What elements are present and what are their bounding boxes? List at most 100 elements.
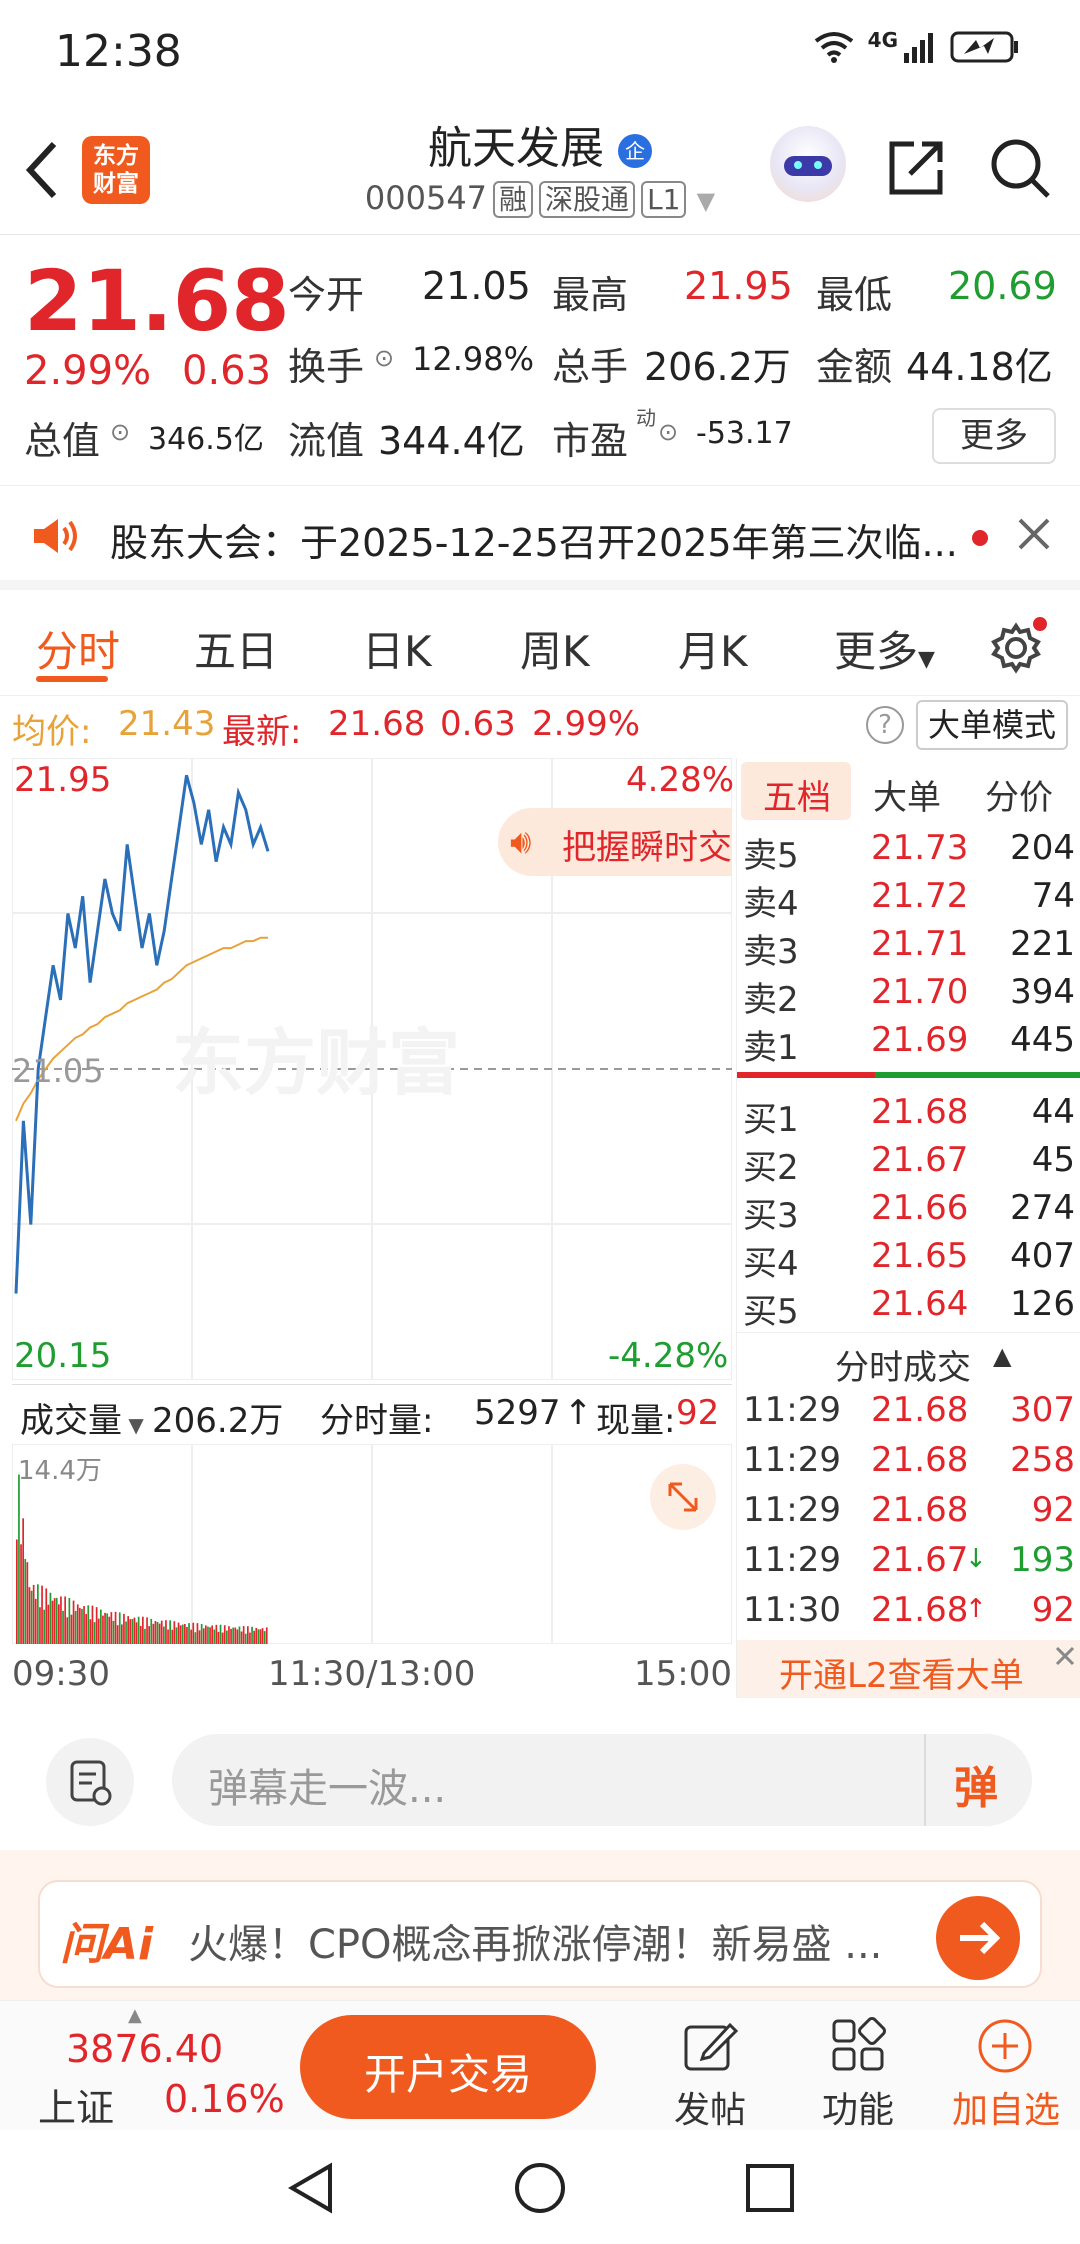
volume-dropdown[interactable]: 成交量 ▼ xyxy=(20,1401,144,1441)
nav-home-icon[interactable] xyxy=(512,2160,568,2216)
volume-bar xyxy=(202,1628,205,1644)
price-line xyxy=(14,774,270,1294)
status-bar: 12:38 4G xyxy=(0,0,1080,100)
tab-weekly-k[interactable]: 周K xyxy=(520,627,590,676)
chevron-down-icon[interactable]: ▼ xyxy=(696,187,716,215)
tick-volume: 258 xyxy=(1010,1440,1075,1480)
caret-up-icon[interactable]: ▲ xyxy=(993,1342,1012,1370)
volume-bar xyxy=(116,1625,119,1644)
tab-daily-k[interactable]: 日K xyxy=(362,627,432,676)
volume-bar xyxy=(41,1585,43,1644)
search-icon[interactable] xyxy=(988,136,1052,200)
latest-change: 0.63 xyxy=(440,704,516,744)
volume-bar xyxy=(160,1620,163,1644)
sell-ratio-bar xyxy=(737,1072,875,1078)
clock: 12:38 xyxy=(55,26,182,77)
post-button[interactable]: 发帖 xyxy=(660,2011,760,2131)
danmu-send-label: 弹 xyxy=(954,1763,998,1814)
post-label: 发帖 xyxy=(674,2090,747,2131)
up-arrow-icon: ↑ xyxy=(564,1393,593,1433)
volume-bar xyxy=(181,1624,184,1644)
wifi-icon xyxy=(814,32,853,63)
notice-bar[interactable]: 股东大会：于2025-12-25召开2025年第三次临... xyxy=(0,486,1080,590)
nav-back-icon[interactable] xyxy=(284,2160,340,2216)
volume-bar xyxy=(58,1604,60,1644)
danmu-input[interactable]: 弹幕走一波... 弹 xyxy=(172,1734,1032,1826)
danmu-send-button[interactable]: 弹 xyxy=(924,1734,1032,1826)
volume-chart[interactable]: 14.4万 xyxy=(11,1443,733,1645)
volume-bar xyxy=(129,1619,132,1644)
sell-price: 21.69 xyxy=(871,1020,969,1060)
volume-bar xyxy=(186,1627,188,1644)
help-icon[interactable]: ? xyxy=(866,706,904,744)
sell-volume: 74 xyxy=(1031,876,1075,916)
close-icon[interactable] xyxy=(1016,516,1052,552)
l2-promo-bar[interactable]: 开通L2查看大单 xyxy=(737,1640,1080,1698)
tab-big-orders[interactable]: 大单 xyxy=(873,778,941,818)
buy-price: 21.66 xyxy=(871,1188,969,1228)
volume-bar xyxy=(18,1474,20,1644)
arrow-right-icon[interactable] xyxy=(936,1896,1020,1980)
sell-price: 21.73 xyxy=(871,828,969,868)
promo-pill[interactable]: 🔊︎ 把握瞬时交 xyxy=(498,808,732,876)
volume-bar xyxy=(221,1632,224,1644)
settings-gear-icon[interactable] xyxy=(988,616,1048,676)
volume-bar xyxy=(200,1624,203,1644)
index-value[interactable]: 3876.40 xyxy=(66,2027,224,2071)
comment-list-icon[interactable] xyxy=(46,1738,134,1826)
volume-bar xyxy=(247,1626,249,1644)
amount-value: 44.18亿 xyxy=(906,345,1053,389)
latest-label: 最新: xyxy=(222,712,302,752)
volume-max-label: 14.4万 xyxy=(18,1456,102,1486)
back-icon[interactable] xyxy=(22,138,62,202)
tab-monthly-k[interactable]: 月K xyxy=(678,627,748,676)
buy-level-label: 买5 xyxy=(743,1292,799,1332)
tab-more[interactable]: 更多▼ xyxy=(834,627,935,676)
volume-bar xyxy=(72,1600,75,1644)
volume-chart-svg xyxy=(11,1443,733,1645)
buy-row: 买1 21.68 44 xyxy=(743,1092,1079,1140)
more-quote-button[interactable]: 更多 xyxy=(932,408,1056,464)
tick-volume: 92 xyxy=(1031,1590,1075,1630)
tab-level5[interactable]: 五档 xyxy=(763,778,831,818)
add-watchlist-button[interactable]: 加自选 xyxy=(944,2011,1074,2131)
close-icon[interactable] xyxy=(1053,1644,1077,1668)
functions-button[interactable]: 功能 xyxy=(808,2011,908,2131)
expand-icon[interactable] xyxy=(650,1464,716,1530)
info-dots-icon[interactable]: ⊙ xyxy=(374,344,395,372)
info-dots-icon[interactable]: ⊙ xyxy=(658,418,679,446)
share-icon[interactable] xyxy=(886,136,948,198)
mktcap-value: 346.5亿 xyxy=(148,422,264,457)
volume-bar xyxy=(251,1626,253,1644)
y-top-label: 21.95 xyxy=(14,760,112,800)
volume-bar xyxy=(70,1614,73,1644)
volume-label: 总手 xyxy=(552,345,629,389)
volume-bar xyxy=(22,1518,24,1644)
robot-avatar-icon[interactable] xyxy=(770,126,846,202)
ticks-title[interactable]: 分时成交 xyxy=(835,1348,971,1388)
y-bot-label: 20.15 xyxy=(14,1336,112,1376)
system-nav-bar xyxy=(0,2130,1080,2244)
volume-value: 206.2万 xyxy=(644,345,791,389)
index-percent[interactable]: 0.16% xyxy=(164,2077,285,2121)
index-name[interactable]: 上证 xyxy=(38,2086,115,2130)
info-dots-icon[interactable]: ⊙ xyxy=(110,418,131,446)
price-info-line: 均价: 21.43 最新: 21.68 0.63 2.99% ? 大单模式 xyxy=(0,698,1080,754)
enterprise-badge: 企 xyxy=(618,134,652,168)
volume-bar xyxy=(188,1623,190,1644)
sell-row: 卖1 21.69 445 xyxy=(743,1020,1079,1068)
volume-bar xyxy=(223,1625,226,1644)
open-account-trade-button[interactable]: 开户交易 xyxy=(300,2015,596,2119)
tab-intraday[interactable]: 分时 xyxy=(36,627,121,676)
app-logo[interactable]: 东方财富 xyxy=(82,136,150,204)
tab-5day[interactable]: 五日 xyxy=(194,627,279,676)
pe-value: -53.17 xyxy=(696,416,793,451)
ai-banner[interactable]: 问Ai 火爆！CPO概念再掀涨停潮！新易盛 ... xyxy=(0,1850,1080,2000)
sell-row: 卖5 21.73 204 xyxy=(743,828,1079,876)
intraday-chart[interactable]: 东方财富 21.95 21.05 20.15 4.28% -4.28% 🔊︎ 把… xyxy=(11,757,734,1381)
volume-bar xyxy=(205,1625,207,1644)
tick-row: 11:29 21.68 92 xyxy=(743,1490,1079,1538)
tab-price-dist[interactable]: 分价 xyxy=(985,778,1053,818)
big-order-mode-button[interactable]: 大单模式 xyxy=(916,700,1069,750)
nav-recents-icon[interactable] xyxy=(742,2160,798,2216)
